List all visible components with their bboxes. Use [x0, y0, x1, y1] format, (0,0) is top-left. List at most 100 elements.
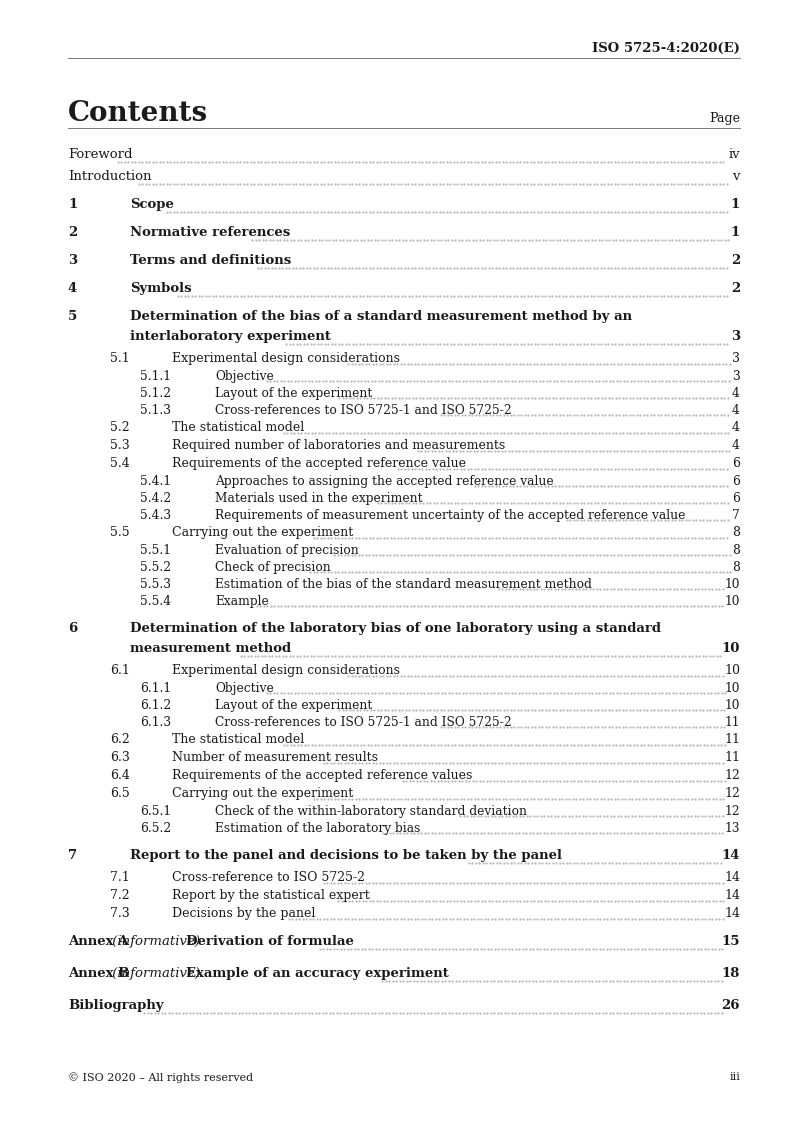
Text: 6.2: 6.2	[110, 733, 130, 746]
Text: 5.1.2: 5.1.2	[140, 387, 171, 401]
Text: 5.1: 5.1	[110, 352, 130, 365]
Text: 6.5.2: 6.5.2	[140, 822, 171, 835]
Text: 5.5: 5.5	[110, 526, 129, 539]
Text: 7: 7	[68, 849, 77, 862]
Text: © ISO 2020 – All rights reserved: © ISO 2020 – All rights reserved	[68, 1072, 253, 1083]
Text: Annex A: Annex A	[68, 935, 128, 948]
Text: Report by the statistical expert: Report by the statistical expert	[172, 889, 370, 902]
Text: 7: 7	[732, 509, 740, 522]
Text: Estimation of the laboratory bias: Estimation of the laboratory bias	[215, 822, 420, 835]
Text: 5.3: 5.3	[110, 439, 130, 452]
Text: Determination of the bias of a standard measurement method by an: Determination of the bias of a standard …	[130, 310, 632, 323]
Text: Required number of laboratories and measurements: Required number of laboratories and meas…	[172, 439, 505, 452]
Text: iii: iii	[729, 1072, 740, 1082]
Text: 6.1.1: 6.1.1	[140, 682, 171, 695]
Text: 5.5.2: 5.5.2	[140, 561, 171, 574]
Text: 6.4: 6.4	[110, 769, 130, 782]
Text: 5.5.3: 5.5.3	[140, 578, 171, 591]
Text: Objective: Objective	[215, 682, 274, 695]
Text: 2: 2	[731, 254, 740, 267]
Text: 1: 1	[731, 226, 740, 239]
Text: 10: 10	[724, 664, 740, 677]
Text: 7.3: 7.3	[110, 907, 130, 920]
Text: 12: 12	[724, 804, 740, 818]
Text: Normative references: Normative references	[130, 226, 290, 239]
Text: v: v	[733, 171, 740, 183]
Text: The statistical model: The statistical model	[172, 733, 305, 746]
Text: Requirements of the accepted reference value: Requirements of the accepted reference v…	[172, 457, 466, 470]
Text: 26: 26	[722, 999, 740, 1012]
Text: Layout of the experiment: Layout of the experiment	[215, 699, 373, 712]
Text: Terms and definitions: Terms and definitions	[130, 254, 291, 267]
Text: Carrying out the experiment: Carrying out the experiment	[172, 787, 353, 800]
Text: 10: 10	[725, 682, 740, 695]
Text: 6.1.3: 6.1.3	[140, 716, 171, 729]
Text: 12: 12	[724, 787, 740, 800]
Text: 5.4: 5.4	[110, 457, 130, 470]
Text: 2: 2	[731, 282, 740, 295]
Text: Page: Page	[709, 112, 740, 125]
Text: 5.5.4: 5.5.4	[140, 595, 171, 608]
Text: Symbols: Symbols	[130, 282, 192, 295]
Text: 1: 1	[68, 197, 77, 211]
Text: iv: iv	[729, 148, 740, 160]
Text: ISO 5725-4:2020(E): ISO 5725-4:2020(E)	[592, 42, 740, 55]
Text: 10: 10	[725, 578, 740, 591]
Text: Scope: Scope	[130, 197, 174, 211]
Text: Experimental design considerations: Experimental design considerations	[172, 352, 400, 365]
Text: 10: 10	[725, 699, 740, 712]
Text: 10: 10	[722, 642, 740, 655]
Text: Objective: Objective	[215, 370, 274, 383]
Text: 6.3: 6.3	[110, 751, 130, 764]
Text: 14: 14	[724, 871, 740, 884]
Text: interlaboratory experiment: interlaboratory experiment	[130, 330, 331, 343]
Text: Requirements of the accepted reference values: Requirements of the accepted reference v…	[172, 769, 473, 782]
Text: 6: 6	[68, 622, 77, 635]
Text: 4: 4	[732, 439, 740, 452]
Text: 15: 15	[722, 935, 740, 948]
Text: 6: 6	[732, 457, 740, 470]
Text: Approaches to assigning the accepted reference value: Approaches to assigning the accepted ref…	[215, 475, 554, 488]
Text: 1: 1	[731, 197, 740, 211]
Text: 11: 11	[724, 751, 740, 764]
Text: Example of an accuracy experiment: Example of an accuracy experiment	[186, 967, 449, 980]
Text: 4: 4	[732, 404, 740, 417]
Text: Cross-reference to ISO 5725-2: Cross-reference to ISO 5725-2	[172, 871, 365, 884]
Text: 6: 6	[732, 493, 740, 505]
Text: 3: 3	[732, 352, 740, 365]
Text: Check of the within-laboratory standard deviation: Check of the within-laboratory standard …	[215, 804, 527, 818]
Text: 5: 5	[68, 310, 77, 323]
Text: 6.1: 6.1	[110, 664, 130, 677]
Text: 5.5.1: 5.5.1	[140, 544, 171, 557]
Text: 7.2: 7.2	[110, 889, 129, 902]
Text: 14: 14	[724, 907, 740, 920]
Text: Decisions by the panel: Decisions by the panel	[172, 907, 316, 920]
Text: Experimental design considerations: Experimental design considerations	[172, 664, 400, 677]
Text: 5.4.1: 5.4.1	[140, 475, 171, 488]
Text: (informative): (informative)	[108, 935, 204, 948]
Text: Derivation of formulae: Derivation of formulae	[186, 935, 354, 948]
Text: Layout of the experiment: Layout of the experiment	[215, 387, 373, 401]
Text: Check of precision: Check of precision	[215, 561, 331, 574]
Text: Evaluation of precision: Evaluation of precision	[215, 544, 358, 557]
Text: 6: 6	[732, 475, 740, 488]
Text: Report to the panel and decisions to be taken by the panel: Report to the panel and decisions to be …	[130, 849, 562, 862]
Text: Carrying out the experiment: Carrying out the experiment	[172, 526, 353, 539]
Text: 3: 3	[731, 330, 740, 343]
Text: Foreword: Foreword	[68, 148, 132, 160]
Text: 6.5.1: 6.5.1	[140, 804, 171, 818]
Text: (informative): (informative)	[108, 967, 204, 980]
Text: 4: 4	[732, 387, 740, 401]
Text: Cross-references to ISO 5725-1 and ISO 5725-2: Cross-references to ISO 5725-1 and ISO 5…	[215, 404, 511, 417]
Text: Bibliography: Bibliography	[68, 999, 163, 1012]
Text: 2: 2	[68, 226, 77, 239]
Text: 8: 8	[732, 544, 740, 557]
Text: 8: 8	[732, 561, 740, 574]
Text: Requirements of measurement uncertainty of the accepted reference value: Requirements of measurement uncertainty …	[215, 509, 685, 522]
Text: Contents: Contents	[68, 100, 208, 127]
Text: 3: 3	[732, 370, 740, 383]
Text: 6.5: 6.5	[110, 787, 130, 800]
Text: 11: 11	[724, 733, 740, 746]
Text: 14: 14	[724, 889, 740, 902]
Text: Number of measurement results: Number of measurement results	[172, 751, 378, 764]
